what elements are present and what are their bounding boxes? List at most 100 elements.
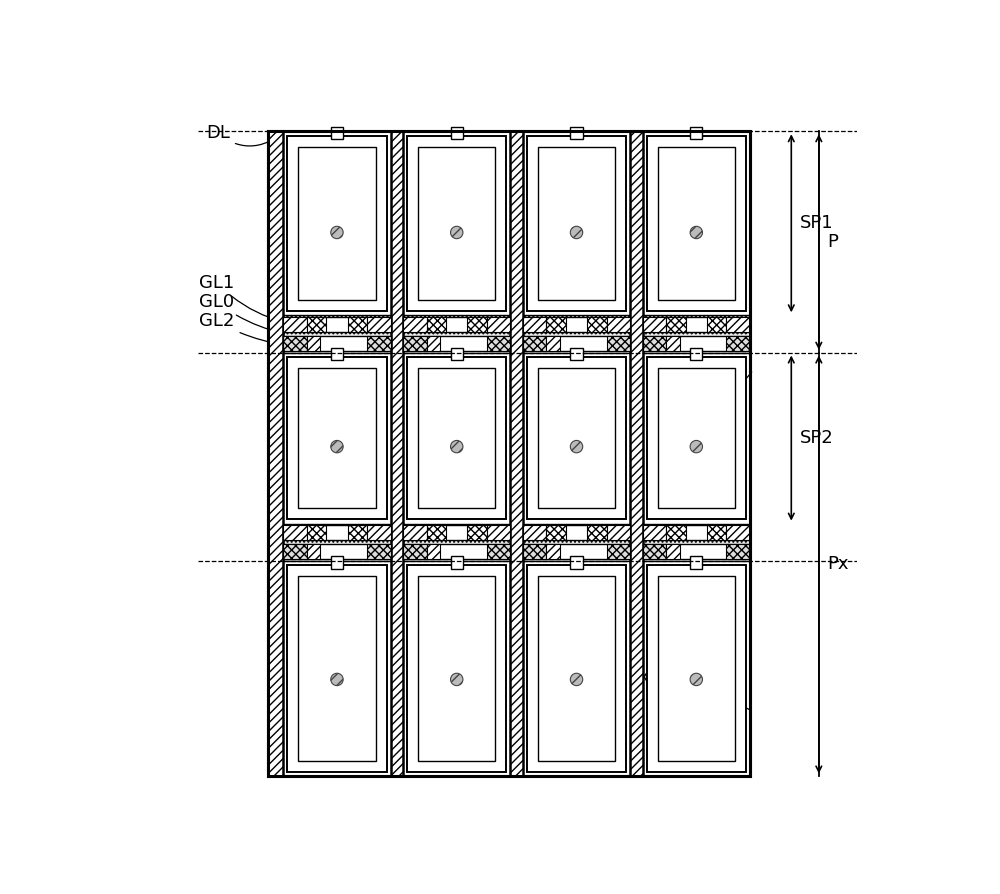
- Bar: [427, 317, 446, 332]
- Bar: [570, 556, 583, 569]
- Text: SP2: SP2: [800, 429, 833, 447]
- Bar: [298, 367, 376, 509]
- Bar: [418, 147, 495, 300]
- Bar: [307, 317, 326, 332]
- Bar: [546, 544, 560, 559]
- Bar: [487, 336, 510, 350]
- Circle shape: [570, 441, 583, 453]
- Bar: [523, 526, 546, 540]
- Bar: [268, 131, 750, 776]
- Bar: [283, 526, 391, 540]
- Bar: [570, 348, 583, 360]
- Bar: [527, 357, 626, 519]
- Bar: [287, 136, 387, 311]
- Bar: [666, 317, 686, 332]
- Bar: [403, 336, 510, 350]
- Bar: [707, 526, 726, 540]
- Bar: [523, 317, 630, 332]
- Bar: [418, 367, 495, 509]
- Bar: [283, 544, 307, 559]
- Bar: [666, 336, 680, 350]
- Bar: [690, 127, 702, 139]
- Bar: [523, 526, 630, 540]
- Bar: [403, 317, 510, 332]
- Text: GL2: GL2: [199, 312, 284, 345]
- Bar: [546, 526, 566, 540]
- Bar: [643, 544, 666, 559]
- Bar: [643, 544, 750, 559]
- Bar: [726, 544, 750, 559]
- Bar: [523, 317, 546, 332]
- Bar: [527, 565, 626, 772]
- Bar: [367, 317, 391, 332]
- Circle shape: [690, 673, 702, 686]
- Bar: [658, 147, 735, 300]
- Bar: [407, 565, 506, 772]
- Bar: [587, 317, 607, 332]
- Circle shape: [331, 226, 343, 239]
- Bar: [268, 131, 750, 776]
- Bar: [726, 336, 750, 350]
- Circle shape: [451, 441, 463, 453]
- Bar: [268, 131, 283, 776]
- Bar: [523, 544, 630, 559]
- Bar: [643, 336, 666, 350]
- Bar: [643, 336, 750, 350]
- Bar: [607, 526, 630, 540]
- Bar: [467, 526, 487, 540]
- Text: GL0: GL0: [199, 293, 284, 333]
- Circle shape: [451, 226, 463, 239]
- Circle shape: [331, 441, 343, 453]
- Bar: [283, 526, 307, 540]
- Bar: [487, 544, 510, 559]
- Bar: [587, 526, 607, 540]
- Bar: [298, 576, 376, 762]
- Bar: [348, 526, 367, 540]
- Bar: [647, 357, 746, 519]
- Bar: [607, 544, 630, 559]
- Bar: [283, 544, 391, 559]
- Bar: [510, 131, 523, 776]
- Bar: [451, 348, 463, 360]
- Bar: [607, 336, 630, 350]
- Bar: [666, 544, 680, 559]
- Circle shape: [570, 226, 583, 239]
- Bar: [427, 526, 446, 540]
- Bar: [707, 317, 726, 332]
- Bar: [403, 336, 427, 350]
- Bar: [643, 526, 750, 540]
- Bar: [647, 136, 746, 311]
- Bar: [283, 317, 391, 332]
- Bar: [630, 131, 643, 776]
- Circle shape: [331, 673, 343, 686]
- Bar: [690, 348, 702, 360]
- Bar: [307, 336, 320, 350]
- Bar: [523, 336, 546, 350]
- Bar: [367, 336, 391, 350]
- Bar: [283, 336, 391, 350]
- Bar: [403, 317, 427, 332]
- Bar: [487, 526, 510, 540]
- Bar: [527, 136, 626, 311]
- Bar: [403, 526, 427, 540]
- Bar: [570, 127, 583, 139]
- Bar: [427, 336, 440, 350]
- Text: Px2: Px2: [630, 668, 751, 711]
- Bar: [287, 565, 387, 772]
- Bar: [283, 316, 750, 352]
- Bar: [523, 336, 630, 350]
- Bar: [538, 367, 615, 509]
- Bar: [283, 524, 750, 561]
- Bar: [403, 544, 510, 559]
- Bar: [658, 576, 735, 762]
- Text: P: P: [827, 233, 838, 251]
- Bar: [331, 348, 343, 360]
- Bar: [487, 317, 510, 332]
- Bar: [307, 526, 326, 540]
- Bar: [427, 544, 440, 559]
- Bar: [348, 317, 367, 332]
- Bar: [283, 336, 307, 350]
- Bar: [287, 357, 387, 519]
- Bar: [331, 556, 343, 569]
- Bar: [451, 556, 463, 569]
